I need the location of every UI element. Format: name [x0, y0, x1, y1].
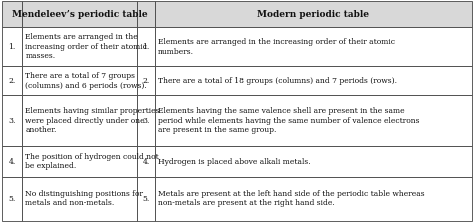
Text: 4.: 4.	[9, 158, 16, 166]
Text: 2.: 2.	[9, 77, 16, 85]
Text: 5.: 5.	[9, 195, 16, 203]
Bar	[155, 176, 472, 221]
Bar	[22, 66, 137, 95]
Bar	[22, 28, 137, 66]
Text: 2.: 2.	[142, 77, 150, 85]
Text: Elements having similar properties
were placed directly under one
another.: Elements having similar properties were …	[26, 107, 160, 135]
Text: There are a total of 7 groups
(columns) and 6 periods (rows).: There are a total of 7 groups (columns) …	[26, 72, 147, 90]
Text: Elements are arranged in the increasing order of their atomic
numbers.: Elements are arranged in the increasing …	[158, 38, 395, 56]
Text: There are a total of 18 groups (columns) and 7 periods (rows).: There are a total of 18 groups (columns)…	[158, 77, 397, 85]
Text: 4.: 4.	[142, 158, 150, 166]
Bar	[137, 28, 155, 66]
Bar	[155, 66, 472, 95]
Text: Hydrogen is placed above alkali metals.: Hydrogen is placed above alkali metals.	[158, 158, 311, 166]
Bar	[137, 95, 155, 147]
Text: Elements are arranged in the
increasing order of their atomic
masses.: Elements are arranged in the increasing …	[26, 34, 147, 60]
Bar	[137, 1, 155, 28]
Text: Mendeleev’s periodic table: Mendeleev’s periodic table	[12, 10, 147, 19]
Text: 3.: 3.	[142, 117, 150, 125]
Text: Metals are present at the left hand side of the periodic table whereas
non-metal: Metals are present at the left hand side…	[158, 190, 425, 208]
Bar	[137, 66, 155, 95]
Bar	[22, 147, 137, 176]
Bar	[2, 176, 22, 221]
Text: Elements having the same valence shell are present in the same
period while elem: Elements having the same valence shell a…	[158, 107, 419, 135]
Bar	[137, 147, 155, 176]
Text: No distinguishing positions for
metals and non-metals.: No distinguishing positions for metals a…	[26, 190, 144, 208]
Bar	[22, 176, 137, 221]
Bar	[2, 147, 22, 176]
Bar	[2, 28, 22, 66]
Bar	[137, 176, 155, 221]
Bar	[155, 147, 472, 176]
Text: 3.: 3.	[9, 117, 16, 125]
Bar	[22, 95, 137, 147]
Bar	[155, 1, 472, 28]
Bar	[22, 1, 137, 28]
Text: 1.: 1.	[9, 43, 16, 51]
Bar	[2, 66, 22, 95]
Bar	[2, 1, 22, 28]
Bar	[155, 28, 472, 66]
Text: The position of hydrogen could not
be explained.: The position of hydrogen could not be ex…	[26, 153, 159, 170]
Text: 5.: 5.	[142, 195, 150, 203]
Text: Modern periodic table: Modern periodic table	[257, 10, 369, 19]
Bar	[155, 95, 472, 147]
Bar	[2, 95, 22, 147]
Text: 1.: 1.	[142, 43, 150, 51]
